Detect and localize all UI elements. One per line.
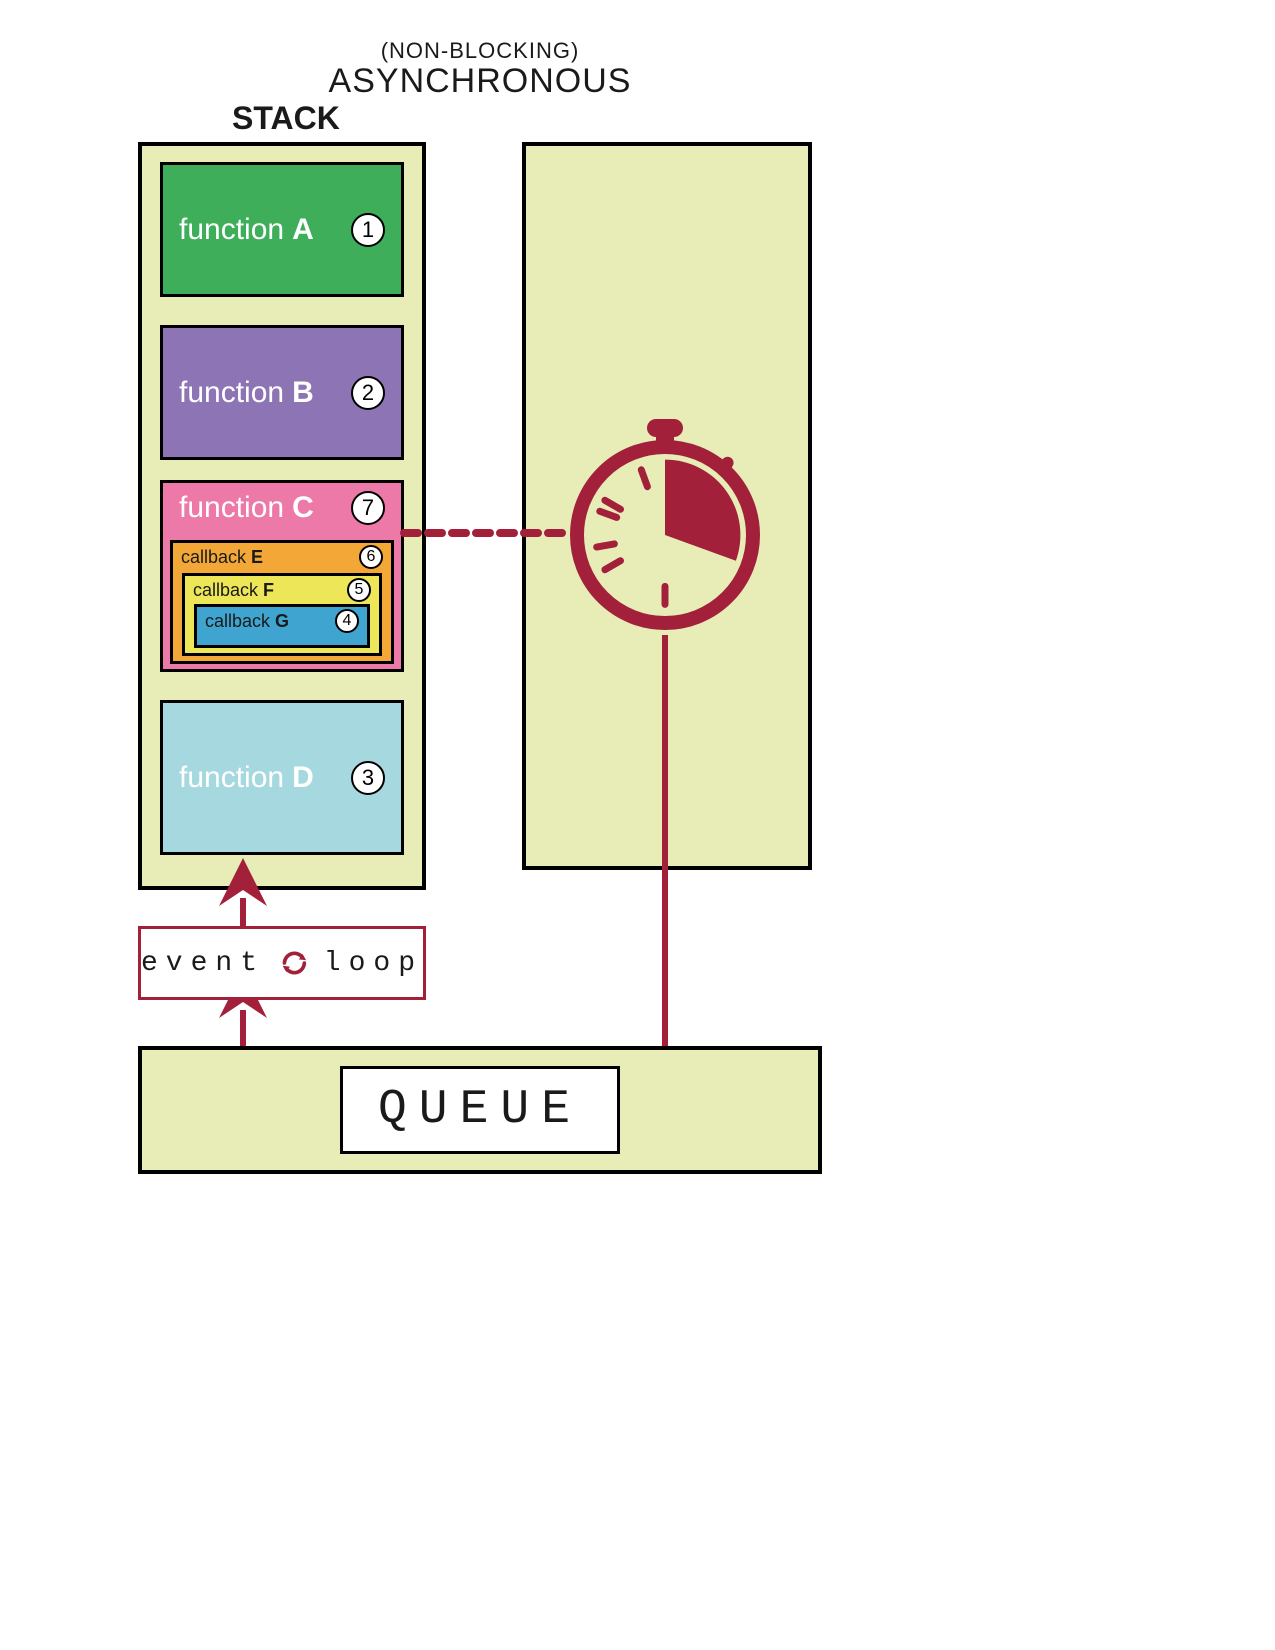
fn-d: function D 3 xyxy=(160,700,404,855)
fn-a: function A 1 xyxy=(160,162,404,297)
cb-g: callback G 4 xyxy=(194,604,370,648)
cb-g-label: callback G xyxy=(205,611,289,632)
cb-e-order-badge: 6 xyxy=(359,545,383,569)
cb-f-order-badge: 5 xyxy=(347,578,371,602)
fn-a-label: function A xyxy=(179,213,314,247)
fn-c-label: function C xyxy=(179,491,314,525)
event-loop-label-left: event xyxy=(141,948,265,979)
fn-d-order-badge: 3 xyxy=(351,761,385,795)
boxes-layer: function A 1 function B 2 function C 7 callbac… xyxy=(0,0,1275,1650)
event-loop-label-right: loop xyxy=(324,948,423,979)
fn-b-label: function B xyxy=(179,376,314,410)
event-loop-box: event loop xyxy=(138,926,426,1000)
cycle-icon xyxy=(279,946,310,980)
queue-label: QUEUE xyxy=(378,1083,582,1137)
queue-label-box: QUEUE xyxy=(340,1066,620,1154)
fn-b-order-badge: 2 xyxy=(351,376,385,410)
fn-d-label: function D xyxy=(179,761,314,795)
cb-g-order-badge: 4 xyxy=(335,609,359,633)
fn-c-order-badge: 7 xyxy=(351,491,385,525)
cb-f-label: callback F xyxy=(193,580,274,601)
cb-e-label: callback E xyxy=(181,547,263,568)
fn-b: function B 2 xyxy=(160,325,404,460)
fn-a-order-badge: 1 xyxy=(351,213,385,247)
